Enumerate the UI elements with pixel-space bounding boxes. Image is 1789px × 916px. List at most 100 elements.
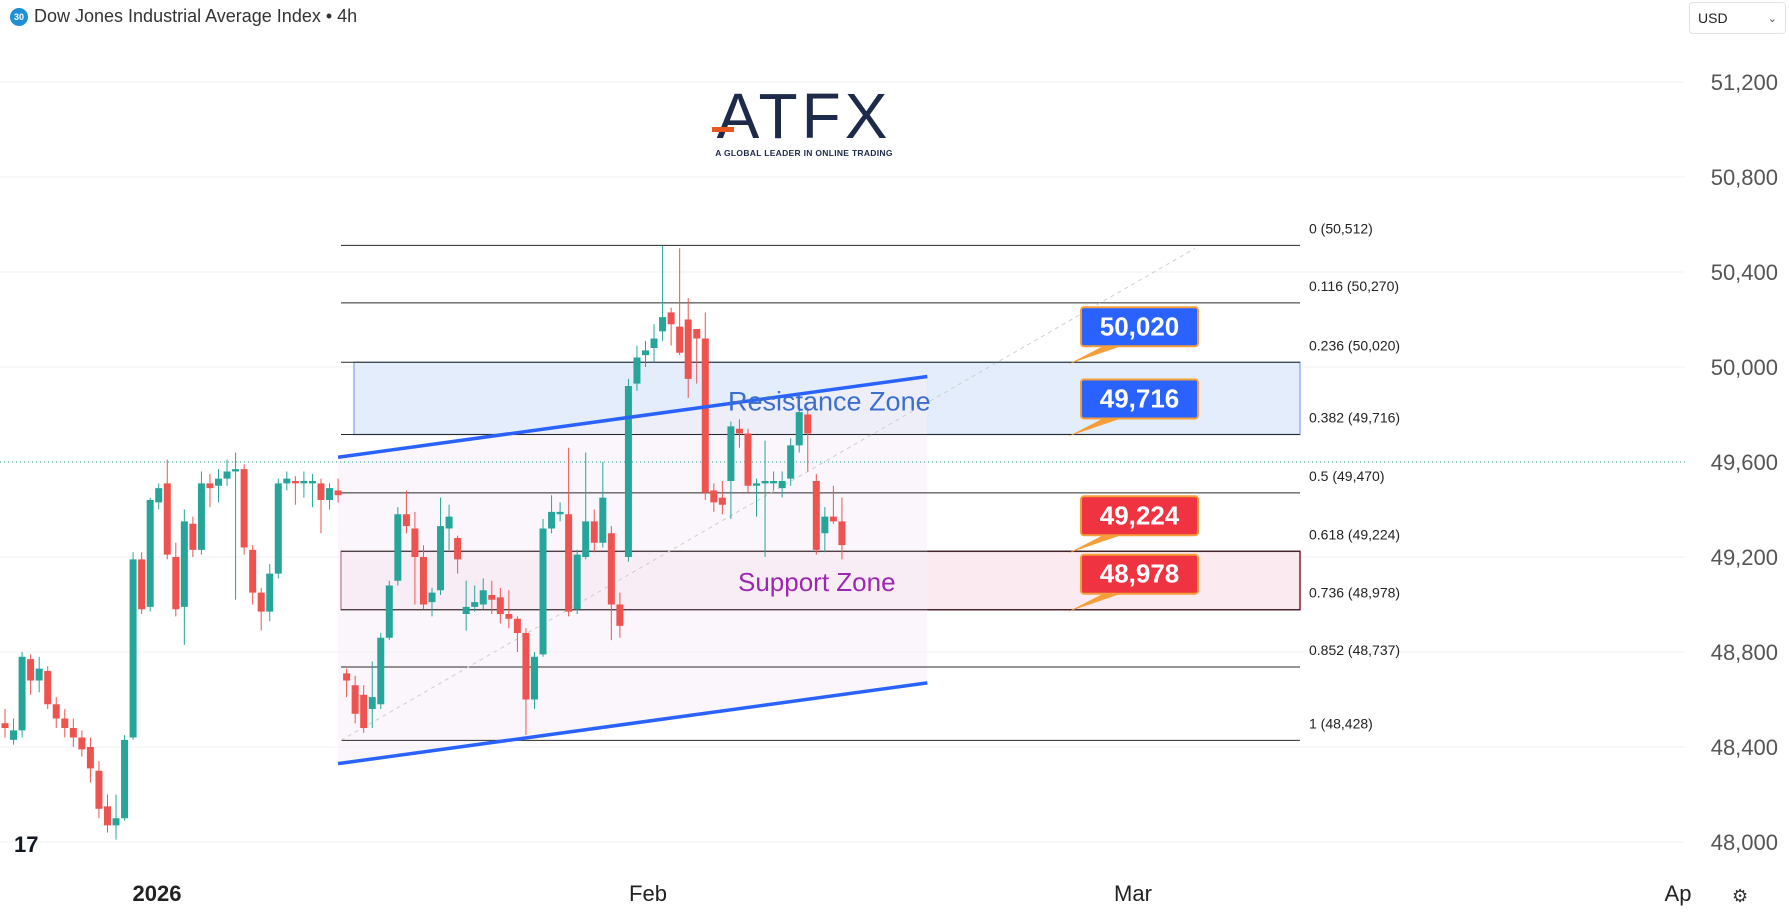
candle-down bbox=[69, 728, 77, 738]
candle-down bbox=[693, 329, 701, 339]
candle-down bbox=[249, 549, 257, 593]
candle-up bbox=[428, 592, 436, 603]
x-tick-label: 2026 bbox=[133, 881, 182, 906]
dow-30-badge: 30 bbox=[10, 7, 28, 26]
candle-up bbox=[556, 511, 564, 515]
x-tick-label: Mar bbox=[1114, 881, 1152, 906]
candle-down bbox=[419, 557, 427, 605]
price-callout-label: 48,978 bbox=[1100, 559, 1180, 589]
candle-up bbox=[573, 554, 581, 610]
price-callout bbox=[1080, 378, 1199, 420]
fib-label: 0.736 (48,978) bbox=[1309, 585, 1400, 601]
price-callout-label: 49,224 bbox=[1100, 500, 1180, 530]
candle-down bbox=[804, 414, 812, 434]
candle-up bbox=[146, 500, 154, 607]
candle-up bbox=[18, 656, 26, 731]
candle-down bbox=[454, 538, 462, 560]
candle-up bbox=[394, 514, 402, 581]
atfx-logo: ATFX A GLOBAL LEADER IN ONLINE TRADING bbox=[706, 84, 902, 158]
candle-up bbox=[753, 483, 761, 486]
candle-down bbox=[27, 659, 35, 681]
price-callout-label: 50,020 bbox=[1100, 311, 1180, 341]
candle-down bbox=[590, 521, 598, 543]
candle-down bbox=[138, 559, 146, 610]
candle-up bbox=[787, 445, 795, 479]
fib-label: 0.618 (49,224) bbox=[1309, 526, 1400, 542]
candle-down bbox=[838, 521, 846, 546]
fib-label: 1 (48,428) bbox=[1309, 715, 1373, 731]
logo-tagline: A GLOBAL LEADER IN ONLINE TRADING bbox=[715, 148, 893, 158]
currency-select[interactable]: USD ⌄ bbox=[1689, 2, 1786, 34]
candle-down bbox=[44, 671, 52, 705]
candle-up bbox=[445, 516, 453, 529]
candle-down bbox=[667, 312, 675, 325]
candle-up bbox=[197, 483, 205, 550]
chart-title[interactable]: Dow Jones Industrial Average Index • 4h bbox=[34, 6, 358, 26]
candle-down bbox=[95, 770, 103, 809]
candle-up bbox=[308, 481, 316, 484]
candle-down bbox=[360, 694, 368, 728]
fib-label: 0.852 (48,737) bbox=[1309, 642, 1400, 658]
candle-down bbox=[411, 528, 419, 557]
candle-down bbox=[684, 319, 692, 379]
candle-up bbox=[642, 350, 649, 356]
candle-up bbox=[283, 478, 291, 484]
y-tick-label: 50,400 bbox=[1711, 260, 1778, 285]
fib-label: 0.116 (50,270) bbox=[1309, 278, 1399, 294]
gear-icon[interactable]: ⚙ bbox=[1732, 886, 1749, 906]
candle-up bbox=[539, 528, 547, 655]
callout-pointer bbox=[1068, 418, 1121, 437]
currency-value: USD bbox=[1698, 10, 1728, 26]
candle-down bbox=[829, 516, 837, 522]
chevron-down-icon: ⌄ bbox=[1767, 12, 1777, 25]
candle-up bbox=[582, 521, 590, 557]
candle-down bbox=[172, 557, 180, 610]
candle-up bbox=[274, 483, 282, 574]
candle-up bbox=[462, 606, 470, 614]
candle-up bbox=[727, 426, 735, 481]
y-tick-label: 48,400 bbox=[1711, 735, 1778, 760]
support-zone-label: Support Zone bbox=[738, 567, 896, 597]
candle-up bbox=[10, 730, 18, 740]
x-tick-label: Ap bbox=[1665, 881, 1692, 906]
candle-down bbox=[206, 483, 214, 489]
candle-down bbox=[744, 433, 752, 486]
x-tick-label: Feb bbox=[629, 881, 667, 906]
candle-up bbox=[548, 511, 556, 529]
logo-word: ATFX bbox=[716, 80, 892, 152]
candle-up bbox=[778, 481, 786, 489]
candle-down bbox=[676, 326, 684, 353]
logo-accent-bar bbox=[712, 127, 734, 132]
channel-upper-line bbox=[337, 374, 928, 459]
callout-pointer bbox=[1068, 593, 1121, 612]
candle-up bbox=[659, 317, 667, 332]
candle-up bbox=[112, 818, 120, 826]
candle-up bbox=[215, 478, 222, 486]
candle-down bbox=[701, 338, 709, 493]
candle-down bbox=[317, 483, 325, 500]
candle-up bbox=[368, 697, 376, 709]
candle-down bbox=[86, 747, 94, 769]
candle-down bbox=[616, 604, 624, 626]
candle-down bbox=[291, 481, 299, 484]
candle-down bbox=[240, 469, 248, 548]
candle-up bbox=[121, 739, 129, 819]
y-tick-label: 49,200 bbox=[1711, 545, 1778, 570]
tradingview-logo[interactable]: 17 bbox=[14, 832, 39, 857]
candle-down bbox=[163, 483, 171, 555]
channel-lower-line bbox=[337, 681, 928, 766]
candle-up bbox=[385, 585, 393, 638]
candle-up bbox=[795, 412, 803, 446]
candle-down bbox=[61, 718, 69, 728]
candle-up bbox=[821, 516, 829, 534]
price-callout bbox=[1080, 495, 1199, 537]
candle-up bbox=[129, 559, 137, 738]
fib-label: 0.382 (49,716) bbox=[1309, 409, 1400, 425]
candle-down bbox=[710, 490, 718, 503]
candle-down bbox=[513, 618, 521, 633]
price-callout bbox=[1080, 306, 1199, 348]
candle-down bbox=[812, 481, 820, 550]
candle-down bbox=[1, 723, 9, 728]
candle-up bbox=[266, 573, 274, 612]
